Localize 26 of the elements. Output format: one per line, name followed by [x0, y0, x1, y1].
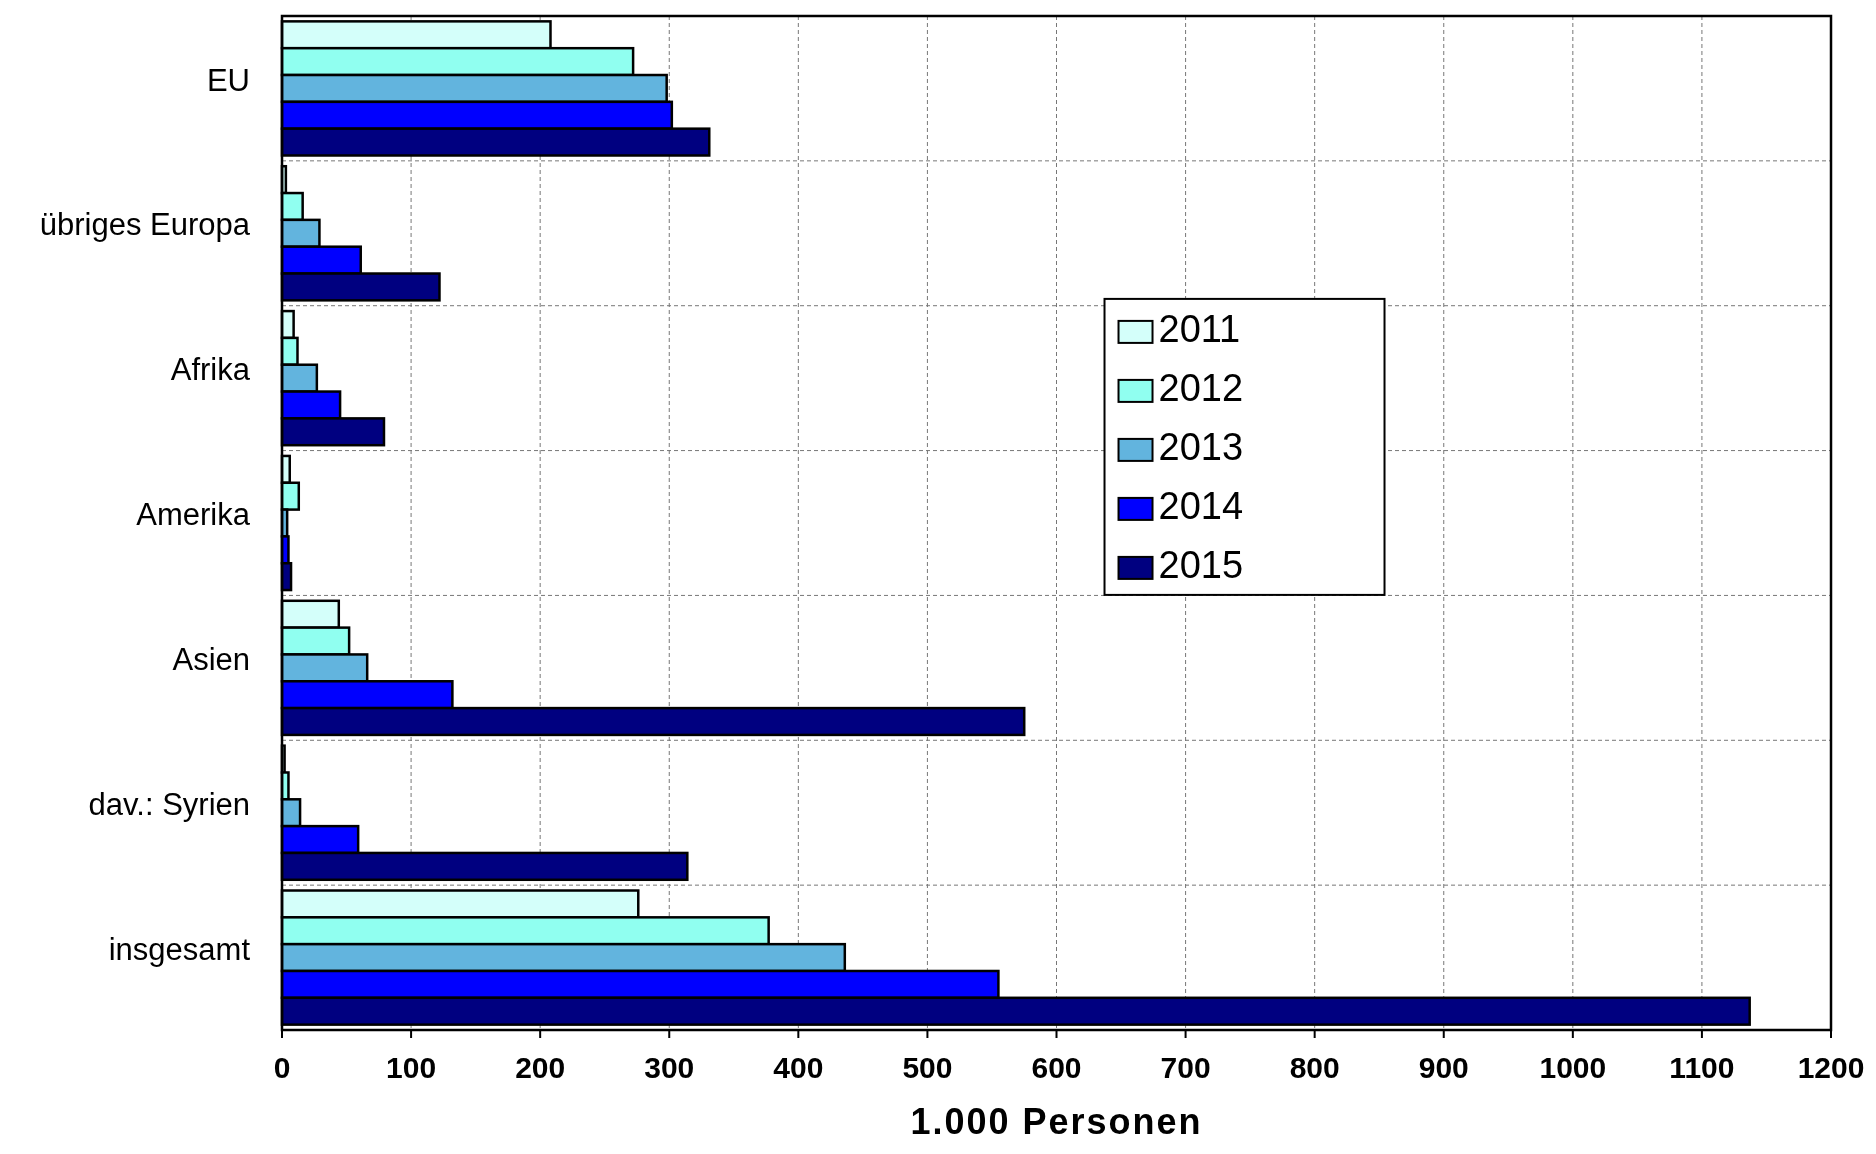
x-tick-label: 1100: [1669, 1051, 1735, 1084]
x-axis-title: 1.000 Personen: [910, 1101, 1203, 1142]
x-tick-label: 700: [1160, 1051, 1211, 1084]
x-tick-label: 1200: [1797, 1051, 1865, 1084]
y-tick-label: EU: [206, 62, 250, 98]
x-tick-label: 600: [1031, 1051, 1082, 1084]
x-tick-label: 800: [1289, 1051, 1340, 1084]
y-tick-label: Afrika: [170, 352, 251, 388]
y-tick-label: insgesamt: [108, 931, 251, 967]
x-tick-label: 0: [273, 1051, 291, 1084]
legend-label: 2011: [1158, 307, 1241, 350]
y-tick-label: übriges Europa: [39, 207, 251, 243]
x-tick-label: 100: [386, 1051, 437, 1084]
legend-label: 2012: [1158, 366, 1244, 409]
x-tick-label: 200: [515, 1051, 566, 1084]
legend-label: 2013: [1158, 425, 1244, 468]
legend-label: 2015: [1158, 543, 1244, 586]
y-tick-label: Asien: [172, 642, 250, 678]
x-tick-label: 900: [1418, 1051, 1469, 1084]
x-tick-label: 1000: [1539, 1051, 1607, 1084]
y-tick-label: dav.: Syrien: [88, 786, 250, 822]
x-tick-label: 300: [644, 1051, 695, 1084]
y-tick-label: Amerika: [136, 497, 251, 533]
x-tick-label: 500: [902, 1051, 953, 1084]
legend-label: 2014: [1158, 484, 1244, 527]
x-tick-label: 400: [773, 1051, 824, 1084]
